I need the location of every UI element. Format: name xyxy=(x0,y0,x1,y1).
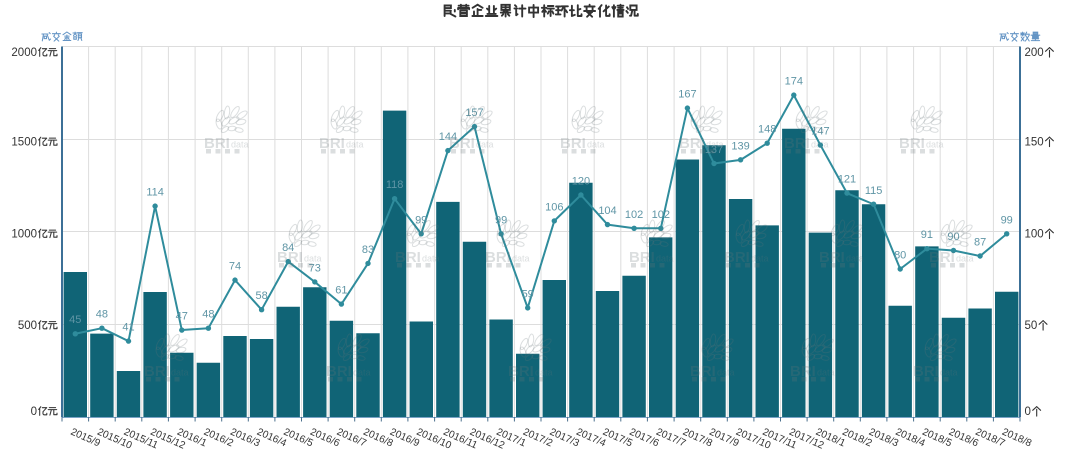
svg-text:100: 100 xyxy=(1025,229,1044,241)
svg-text:114: 114 xyxy=(146,187,164,199)
svg-text:99: 99 xyxy=(495,214,507,226)
svg-text:99: 99 xyxy=(1001,214,1013,226)
svg-text:148: 148 xyxy=(758,124,776,136)
svg-text:118: 118 xyxy=(386,179,404,191)
svg-text:80: 80 xyxy=(894,250,906,262)
svg-text:47: 47 xyxy=(176,311,188,323)
svg-text:41: 41 xyxy=(122,322,134,334)
svg-text:48: 48 xyxy=(202,309,214,321)
svg-text:0: 0 xyxy=(31,406,37,418)
svg-text:139: 139 xyxy=(731,140,749,152)
svg-text:91: 91 xyxy=(921,229,933,241)
svg-text:1500: 1500 xyxy=(11,137,37,149)
svg-text:120: 120 xyxy=(572,176,590,188)
svg-text:150: 150 xyxy=(1025,137,1044,149)
svg-text:102: 102 xyxy=(625,209,643,221)
svg-text:200: 200 xyxy=(1025,47,1044,59)
svg-text:83: 83 xyxy=(362,244,374,256)
svg-text:59: 59 xyxy=(522,288,534,300)
svg-text:174: 174 xyxy=(785,76,803,88)
svg-text:58: 58 xyxy=(255,290,267,302)
svg-text:0: 0 xyxy=(1025,406,1031,418)
svg-text:115: 115 xyxy=(865,185,883,197)
svg-text:1000: 1000 xyxy=(11,229,37,241)
svg-text:74: 74 xyxy=(229,261,241,273)
svg-text:121: 121 xyxy=(838,174,856,186)
svg-text:45: 45 xyxy=(69,314,81,326)
svg-text:2000: 2000 xyxy=(11,47,37,59)
svg-text:48: 48 xyxy=(96,309,108,321)
svg-text:106: 106 xyxy=(545,201,563,213)
svg-text:500: 500 xyxy=(18,320,37,332)
svg-text:61: 61 xyxy=(335,285,347,297)
svg-text:50: 50 xyxy=(1025,320,1038,332)
svg-text:167: 167 xyxy=(678,89,696,101)
svg-text:87: 87 xyxy=(974,237,986,249)
svg-text:104: 104 xyxy=(598,205,616,217)
svg-text:102: 102 xyxy=(652,209,670,221)
svg-text:147: 147 xyxy=(811,126,829,138)
